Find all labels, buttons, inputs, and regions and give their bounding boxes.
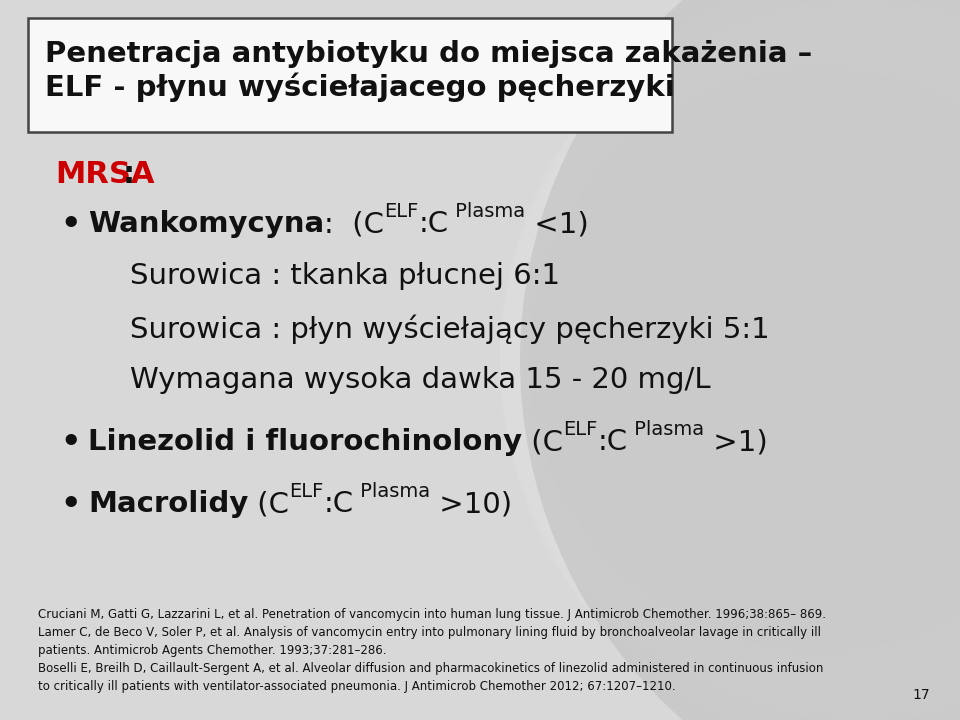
Text: ELF: ELF <box>384 202 419 221</box>
Text: to critically ill patients with ventilator-associated pneumonia. J Antimicrob Ch: to critically ill patients with ventilat… <box>38 680 676 693</box>
Text: Surowica : płyn wyściełający pęcherzyki 5:1: Surowica : płyn wyściełający pęcherzyki … <box>130 314 770 343</box>
Text: Plasma: Plasma <box>628 420 704 439</box>
Text: •: • <box>60 490 81 521</box>
Text: Linezolid i fluorochinolony: Linezolid i fluorochinolony <box>88 428 522 456</box>
Text: <1): <1) <box>525 210 588 238</box>
Circle shape <box>530 70 960 650</box>
Text: 17: 17 <box>912 688 930 702</box>
Text: :C: :C <box>324 490 354 518</box>
Text: •: • <box>60 210 81 241</box>
Text: •: • <box>60 428 81 459</box>
Text: (C: (C <box>522 428 564 456</box>
Text: Cruciani M, Gatti G, Lazzarini L, et al. Penetration of vancomycin into human lu: Cruciani M, Gatti G, Lazzarini L, et al.… <box>38 608 826 621</box>
Text: Wymagana wysoka dawka 15 - 20 mg/L: Wymagana wysoka dawka 15 - 20 mg/L <box>130 366 710 394</box>
Text: Wankomycyna: Wankomycyna <box>88 210 324 238</box>
Text: Plasma: Plasma <box>354 482 430 501</box>
Text: patients. Antimicrob Agents Chemother. 1993;37:281–286.: patients. Antimicrob Agents Chemother. 1… <box>38 644 387 657</box>
Text: ELF - płynu wyściełajacego pęcherzyki: ELF - płynu wyściełajacego pęcherzyki <box>45 72 675 102</box>
Text: MRSA: MRSA <box>55 160 155 189</box>
Circle shape <box>500 0 960 720</box>
Text: :: : <box>123 160 135 189</box>
Text: Macrolidy: Macrolidy <box>88 490 249 518</box>
Text: Penetracja antybiotyku do miejsca zakażenia –: Penetracja antybiotyku do miejsca zakaże… <box>45 40 812 68</box>
Text: ELF: ELF <box>289 482 324 501</box>
Text: :  (C: : (C <box>324 210 384 238</box>
Text: Lamer C, de Beco V, Soler P, et al. Analysis of vancomycin entry into pulmonary : Lamer C, de Beco V, Soler P, et al. Anal… <box>38 626 821 639</box>
Text: :C: :C <box>419 210 448 238</box>
Text: :C: :C <box>597 428 628 456</box>
Text: Surowica : tkanka płucnej 6:1: Surowica : tkanka płucnej 6:1 <box>130 262 560 290</box>
Circle shape <box>520 0 960 720</box>
Text: >1): >1) <box>704 428 767 456</box>
Text: (C: (C <box>249 490 289 518</box>
FancyBboxPatch shape <box>28 18 672 132</box>
Circle shape <box>500 0 960 720</box>
Text: >10): >10) <box>430 490 512 518</box>
Text: Plasma: Plasma <box>448 202 525 221</box>
Text: Boselli E, Breilh D, Caillault-Sergent A, et al. Alveolar diffusion and pharmaco: Boselli E, Breilh D, Caillault-Sergent A… <box>38 662 824 675</box>
Text: ELF: ELF <box>564 420 597 439</box>
